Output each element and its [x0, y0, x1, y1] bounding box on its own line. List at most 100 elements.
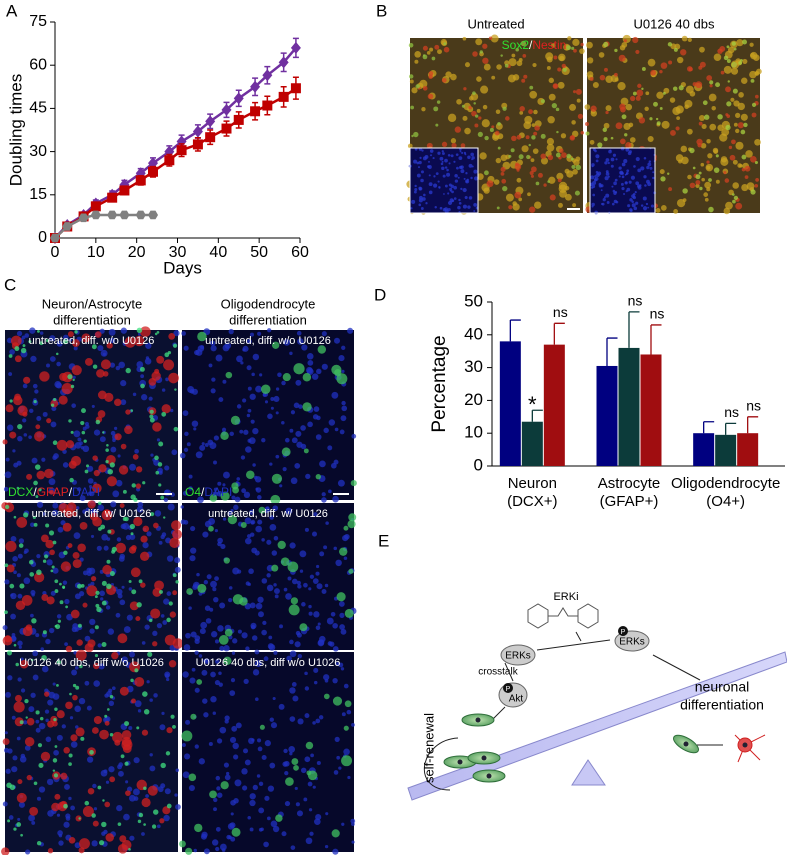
cell-signal: [82, 602, 88, 608]
marker: [107, 210, 118, 220]
cell-signal: [167, 503, 175, 511]
error-bar: [747, 416, 759, 434]
cell-signal: [625, 181, 628, 184]
image-caption: untreated, diff. w/ U0126: [208, 508, 328, 520]
cell-signal: [182, 671, 189, 678]
cell-signal: [18, 645, 22, 649]
cell-signal: [11, 633, 16, 637]
cell-signal: [45, 539, 54, 549]
cell-signal: [108, 328, 116, 336]
cell-signal: [68, 419, 72, 423]
marker: [205, 132, 216, 143]
cell-signal: [111, 686, 116, 691]
cell-signal: [62, 462, 69, 468]
cell-signal: [315, 571, 320, 576]
cell-signal: [315, 474, 321, 480]
cell-signal: [8, 372, 13, 376]
cell-signal: [5, 540, 17, 552]
cell-signal: [443, 193, 445, 195]
cell-signal: [738, 61, 743, 65]
cell-signal: [281, 447, 291, 457]
cell-signal: [72, 551, 80, 559]
cell-signal: [297, 584, 302, 589]
cell-signal: [227, 823, 235, 830]
cell-signal: [448, 162, 451, 165]
y-tick-label: 30: [464, 357, 483, 376]
cell-signal: [160, 534, 165, 540]
cell-signal: [231, 725, 238, 732]
cell-signal: [212, 711, 217, 715]
cell-signal: [101, 821, 107, 828]
cell-signal: [219, 726, 227, 734]
cell-signal: [78, 697, 86, 705]
cell-signal: [170, 714, 175, 719]
cell-signal: [203, 712, 209, 718]
cell-signal: [289, 650, 297, 658]
cell-signal: [251, 547, 258, 554]
error-bar: [509, 319, 521, 342]
cell-signal: [290, 845, 296, 850]
cell-signal: [317, 622, 321, 626]
cell-signal: [210, 671, 216, 678]
cell-signal: [557, 67, 562, 72]
cell-signal: [140, 582, 146, 588]
cell-signal: [63, 747, 70, 754]
cell-signal: [750, 78, 755, 83]
cell-signal: [34, 389, 39, 394]
cell-signal: [149, 417, 155, 423]
cell-signal: [491, 125, 495, 129]
cell-signal: [49, 549, 55, 556]
cell-signal: [471, 156, 475, 160]
cell-signal: [53, 453, 59, 459]
cell-signal: [93, 680, 100, 687]
cell-signal: [271, 550, 278, 556]
cell-signal: [255, 525, 263, 533]
cell-signal: [91, 404, 95, 408]
cell-signal: [15, 662, 19, 667]
cell-signal: [68, 836, 76, 844]
cell-signal: [477, 131, 483, 138]
cell-signal: [172, 529, 183, 540]
marker: [62, 222, 73, 231]
marker: [119, 185, 130, 196]
cell-signal: [106, 583, 112, 590]
cell-signal: [343, 525, 349, 531]
cell-signal: [572, 90, 577, 94]
cell-signal: [308, 808, 313, 812]
cell-signal: [313, 680, 318, 685]
cell-signal: [104, 392, 114, 402]
cell-signal: [459, 148, 462, 151]
cell-signal: [168, 601, 173, 606]
cell-signal: [218, 682, 223, 687]
x-tick-label: (DCX+): [507, 493, 557, 510]
cell-signal: [274, 588, 280, 595]
cell-signal: [261, 578, 268, 584]
cell-signal: [681, 156, 689, 165]
cell-signal: [249, 332, 254, 337]
cell-signal: [422, 54, 426, 57]
cell-signal: [323, 427, 329, 434]
cell-signal: [123, 813, 130, 821]
cell-signal: [19, 659, 29, 669]
cell-signal: [17, 817, 21, 821]
cell-signal: [10, 592, 17, 600]
cell-signal: [208, 363, 213, 368]
cell-signal: [275, 387, 280, 391]
cell-signal: [79, 521, 88, 530]
cell-signal: [438, 186, 441, 189]
cell-signal: [104, 693, 109, 698]
cell-signal: [715, 179, 720, 184]
cell-signal: [667, 172, 670, 175]
cell-signal: [457, 205, 461, 210]
cell-signal: [602, 127, 607, 132]
cell-signal: [272, 505, 279, 512]
cell-signal: [133, 796, 139, 801]
cell-signal: [214, 679, 220, 686]
cell-signal: [270, 406, 274, 410]
cell-signal: [84, 680, 90, 686]
panel-e: ERKi ERKs ERKs P Akt P crosstalk neurona…: [407, 591, 787, 801]
cell-signal: [64, 642, 68, 647]
cell-signal: [468, 105, 472, 110]
cell-signal: [89, 750, 94, 755]
cell-signal: [92, 820, 99, 827]
